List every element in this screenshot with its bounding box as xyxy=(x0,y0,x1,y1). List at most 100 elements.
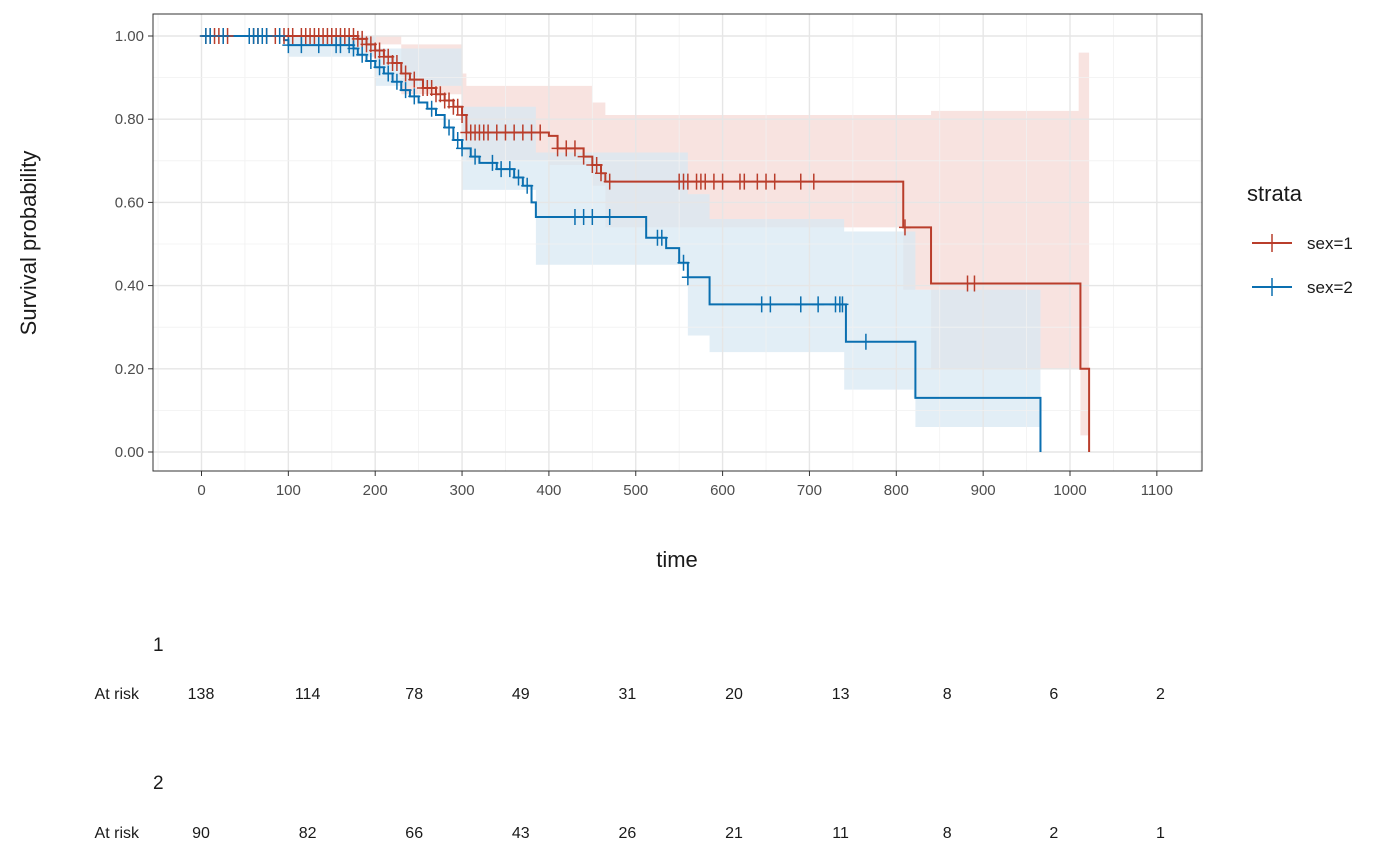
censor-mark-sex2 xyxy=(681,269,694,286)
x-tick-label: 700 xyxy=(797,482,822,499)
censor-mark-sex1 xyxy=(590,156,603,173)
censor-mark-sex1 xyxy=(794,173,807,190)
legend-label-sex1: sex=1 xyxy=(1307,234,1353,253)
x-tick-label: 300 xyxy=(450,482,475,499)
censor-mark-sex2 xyxy=(347,40,360,57)
censor-mark-sex2 xyxy=(586,208,599,225)
risk-count: 66 xyxy=(405,825,423,842)
confidence-band-sex1 xyxy=(201,36,1090,452)
censor-mark-sex1 xyxy=(568,140,581,157)
y-axis-title: Survival probability xyxy=(16,151,41,336)
censor-mark-sex2 xyxy=(204,28,217,44)
risk-count: 49 xyxy=(512,686,530,703)
censor-mark-sex1 xyxy=(577,148,590,165)
y-tick-label: 1.00 xyxy=(115,28,144,45)
censor-mark-sex2 xyxy=(273,28,286,44)
x-tick-label: 0 xyxy=(197,482,205,499)
censor-mark-sex2 xyxy=(812,296,825,313)
censor-mark-sex2 xyxy=(390,73,403,90)
risk-count: 31 xyxy=(619,686,637,703)
y-tick-label: 0.80 xyxy=(115,111,144,128)
legend-label-sex2: sex=2 xyxy=(1307,278,1353,297)
censor-mark-sex1 xyxy=(456,107,469,124)
censor-mark-sex2 xyxy=(399,82,412,99)
censor-mark-sex2 xyxy=(469,148,482,165)
x-tick-label: 900 xyxy=(971,482,996,499)
censor-mark-sex2 xyxy=(282,37,295,54)
censor-mark-sex2 xyxy=(836,296,849,313)
censor-mark-sex2 xyxy=(764,296,777,313)
censor-mark-sex2 xyxy=(373,59,386,76)
censor-mark-sex1 xyxy=(807,173,820,190)
risk-count: 13 xyxy=(832,686,850,703)
censor-mark-sex2 xyxy=(503,161,516,178)
censor-mark-sex2 xyxy=(603,208,616,225)
plot-panel-border xyxy=(152,13,1203,472)
censor-mark-sex1 xyxy=(898,219,911,236)
x-tick-label: 1100 xyxy=(1141,482,1173,499)
censor-mark-sex2 xyxy=(295,37,308,54)
grid-lines xyxy=(153,14,1202,471)
censor-mark-sex2 xyxy=(859,333,872,350)
y-tick-label: 0.40 xyxy=(115,278,144,295)
censor-marks xyxy=(199,28,981,350)
censor-mark-sex2 xyxy=(486,154,499,171)
risk-count: 82 xyxy=(299,825,317,842)
risk-count: 8 xyxy=(943,686,952,703)
risk-group-label: 1 xyxy=(153,635,164,656)
risk-count: 20 xyxy=(725,686,743,703)
censor-mark-sex2 xyxy=(364,52,377,69)
censor-mark-sex1 xyxy=(390,55,403,72)
censor-mark-sex1 xyxy=(451,98,464,115)
risk-count: 6 xyxy=(1049,686,1058,703)
x-tick-label: 500 xyxy=(623,482,648,499)
risk-count: 2 xyxy=(1049,825,1058,842)
y-tick-label: 0.00 xyxy=(115,444,144,461)
legend: strata sex=1 sex=2 xyxy=(1247,181,1353,297)
x-tick-label: 200 xyxy=(363,482,388,499)
legend-title: strata xyxy=(1247,181,1303,206)
y-tick-label: 0.20 xyxy=(115,361,144,378)
risk-count: 78 xyxy=(405,686,423,703)
risk-count: 21 xyxy=(725,825,743,842)
risk-count: 114 xyxy=(295,686,321,703)
censor-mark-sex1 xyxy=(595,165,608,182)
censor-mark-sex2 xyxy=(451,132,464,148)
risk-count: 11 xyxy=(832,825,849,842)
censor-mark-sex2 xyxy=(655,229,668,246)
censor-mark-sex2 xyxy=(443,119,456,136)
axes: 0 100 200 300 400 500 600 700 800 900 1000 1100 0.00… xyxy=(115,28,1173,499)
censor-mark-sex2 xyxy=(312,37,325,54)
risk-row-label: At risk xyxy=(95,686,140,703)
censor-mark-sex1 xyxy=(738,173,751,190)
risk-count: 8 xyxy=(943,825,952,842)
x-tick-label: 600 xyxy=(710,482,735,499)
censor-mark-sex1 xyxy=(534,124,547,141)
risk-count: 2 xyxy=(1156,686,1165,703)
y-tick-label: 0.60 xyxy=(115,194,144,211)
x-tick-label: 1000 xyxy=(1053,482,1086,499)
risk-group-label: 2 xyxy=(153,773,164,794)
censor-mark-sex2 xyxy=(356,46,369,63)
censor-mark-sex2 xyxy=(456,140,469,157)
x-tick-label: 100 xyxy=(276,482,301,499)
censor-mark-sex1 xyxy=(603,173,616,190)
censor-mark-sex1 xyxy=(399,65,412,82)
x-tick-label: 400 xyxy=(536,482,561,499)
censor-mark-sex2 xyxy=(512,169,525,186)
risk-count: 1 xyxy=(1156,825,1165,842)
risk-count: 26 xyxy=(619,825,637,842)
risk-count: 138 xyxy=(188,686,215,703)
censor-mark-sex1 xyxy=(716,173,729,190)
censor-mark-sex1 xyxy=(408,71,421,88)
censor-mark-sex1 xyxy=(961,275,974,292)
censor-mark-sex1 xyxy=(768,173,781,190)
censor-mark-sex2 xyxy=(425,100,438,117)
risk-row-label: At risk xyxy=(95,825,140,842)
risk-count: 43 xyxy=(512,825,530,842)
censor-mark-sex2 xyxy=(408,88,421,105)
censor-mark-sex2 xyxy=(794,296,807,313)
x-tick-label: 800 xyxy=(884,482,909,499)
